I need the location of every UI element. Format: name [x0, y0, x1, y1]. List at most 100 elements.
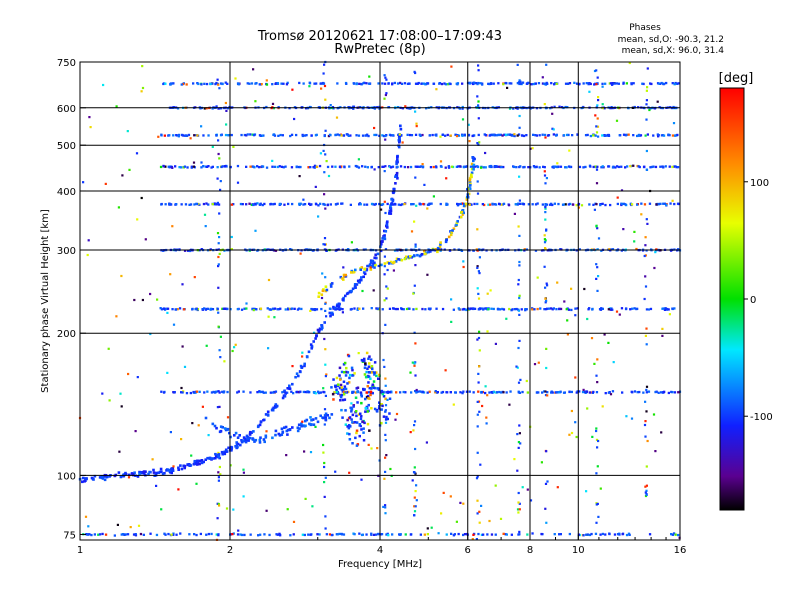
data-point [346, 371, 350, 374]
data-point [366, 406, 369, 410]
data-point [383, 262, 387, 265]
data-point [525, 379, 528, 383]
data-point [341, 311, 344, 314]
data-point [385, 415, 388, 419]
data-point [258, 203, 261, 206]
data-point [315, 308, 319, 311]
data-point [645, 168, 649, 171]
data-point [332, 307, 335, 310]
data-point [314, 337, 317, 340]
data-point [544, 136, 547, 139]
data-point [676, 248, 680, 251]
data-point [676, 166, 680, 169]
data-point [546, 134, 550, 137]
data-point [218, 252, 221, 255]
data-point [456, 202, 459, 206]
data-point [518, 199, 521, 202]
data-point [316, 533, 319, 536]
data-point [200, 83, 203, 86]
data-point [335, 116, 339, 119]
data-point [148, 470, 151, 474]
data-point [267, 347, 270, 350]
data-point [202, 134, 205, 137]
data-point [365, 82, 368, 85]
data-point [350, 307, 353, 311]
data-point [633, 230, 636, 233]
data-point [419, 165, 423, 168]
data-point [596, 381, 599, 384]
data-point [248, 433, 252, 436]
data-point [291, 88, 294, 91]
data-point [373, 373, 376, 376]
grid-lines [80, 62, 680, 540]
data-point [191, 422, 194, 425]
data-point [383, 74, 386, 77]
data-point [556, 162, 559, 165]
data-point [517, 309, 520, 312]
data-point [328, 533, 331, 536]
data-point [654, 251, 657, 254]
data-point [245, 165, 248, 168]
data-point [177, 466, 180, 470]
data-point [462, 165, 465, 169]
data-point [274, 249, 278, 252]
data-point [517, 81, 521, 84]
data-point [604, 203, 607, 207]
data-point [364, 134, 367, 137]
data-point [484, 391, 487, 395]
data-point [179, 166, 183, 169]
y-tick-label: 300 [57, 246, 76, 257]
data-point [342, 363, 346, 366]
data-point [659, 82, 662, 85]
data-point [292, 520, 296, 523]
data-point [502, 202, 506, 205]
data-point [392, 307, 395, 310]
data-point [347, 354, 351, 358]
data-point [516, 433, 519, 436]
data-point [551, 165, 554, 169]
data-point [251, 437, 254, 440]
data-point [183, 466, 186, 470]
data-point [484, 385, 487, 388]
data-point [430, 526, 433, 529]
data-point [490, 307, 493, 310]
data-point [413, 514, 416, 517]
data-point [256, 165, 259, 168]
data-point [236, 164, 240, 168]
data-point [667, 391, 670, 395]
data-point [258, 438, 262, 442]
data-point [274, 403, 278, 406]
data-point [119, 392, 122, 395]
data-point [352, 405, 355, 408]
data-point [323, 495, 326, 498]
data-point [645, 410, 648, 413]
data-point [384, 211, 387, 215]
data-point [652, 134, 655, 137]
data-point [389, 209, 393, 213]
data-point [366, 166, 369, 169]
data-point [643, 203, 647, 206]
data-point [334, 308, 337, 311]
data-point [385, 285, 388, 288]
data-point [120, 533, 123, 536]
data-point [612, 361, 615, 364]
data-point [139, 532, 143, 536]
data-point [461, 308, 464, 311]
data-point [631, 391, 634, 394]
data-point [271, 165, 274, 168]
data-point [226, 82, 229, 85]
data-point [537, 82, 541, 85]
data-point [371, 264, 374, 268]
data-point [264, 434, 268, 438]
data-point [477, 372, 480, 375]
data-point [383, 97, 386, 100]
data-point [382, 415, 386, 418]
data-point [364, 397, 367, 401]
data-point [364, 165, 367, 168]
data-point [245, 307, 248, 310]
data-point [399, 81, 402, 85]
data-point [601, 405, 604, 408]
data-point [332, 398, 335, 401]
data-point [515, 365, 518, 368]
data-point [358, 278, 362, 282]
